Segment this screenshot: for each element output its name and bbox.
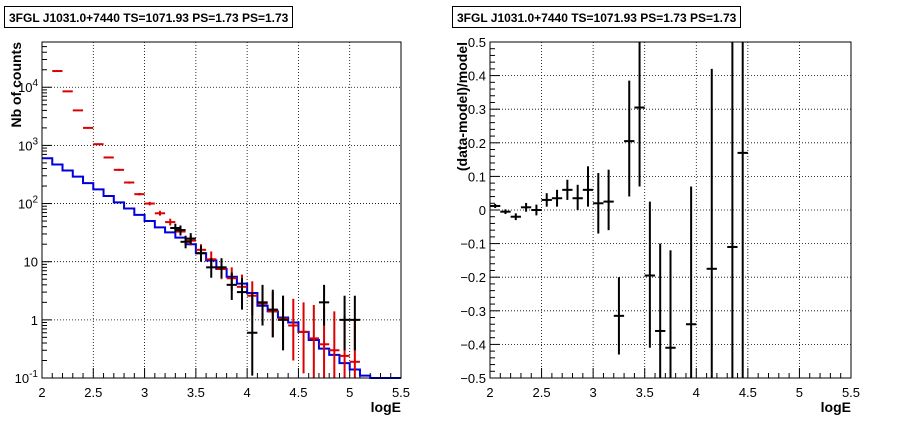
residual-point	[541, 193, 552, 207]
right-y-axis-title: (data-model)/model	[454, 42, 470, 171]
data-point	[257, 284, 268, 326]
left-x-tick-label: 4	[244, 385, 251, 400]
right-x-tick-label: 4	[693, 385, 700, 400]
data-point	[175, 225, 186, 235]
left-plot-frame	[41, 41, 402, 379]
right-x-tick-label: 2.5	[533, 385, 551, 400]
residual-point	[510, 213, 521, 221]
residual-point	[685, 186, 697, 378]
right-y-tick-label: −0.2	[460, 270, 486, 285]
residual-point	[531, 204, 542, 216]
right-y-tick-label: 0	[479, 203, 486, 218]
data-point	[216, 258, 227, 278]
right-y-tick-label: −0.1	[460, 237, 486, 252]
left-x-tick-label: 4.5	[289, 385, 307, 400]
red-model-point	[144, 201, 155, 206]
left-y-tick-label: 102	[18, 195, 38, 212]
left-y-tick-label: 104	[18, 78, 38, 95]
red-model-point	[124, 181, 135, 184]
right-y-tick-label: 0.1	[468, 169, 486, 184]
data-point	[339, 295, 350, 351]
red-model-point	[93, 143, 104, 146]
left-chart-title: 3FGL J1031.0+7440 TS=1071.93 PS=1.73 PS=…	[4, 6, 294, 28]
residual-point	[562, 179, 573, 200]
left-x-tick-label: 5	[346, 385, 353, 400]
left-x-tick-label: 5.5	[392, 385, 410, 400]
right-x-tick-label: 5.5	[842, 385, 860, 400]
data-point	[206, 258, 217, 278]
data-point	[185, 233, 196, 245]
residual-point	[624, 80, 635, 197]
data-point	[267, 289, 278, 338]
residual-point	[551, 189, 563, 207]
red-model-point	[72, 109, 84, 112]
red-model-point	[113, 168, 125, 171]
left-y-tick-label: 10-1	[15, 369, 39, 386]
residual-point	[613, 277, 625, 355]
left-y-tick-label: 1	[31, 313, 38, 328]
right-y-tick-label: 0.2	[468, 136, 486, 151]
right-y-tick-label: −0.5	[460, 371, 486, 386]
residual-point	[490, 203, 501, 208]
data-point	[195, 245, 207, 262]
residual-point	[572, 184, 583, 210]
left-x-tick-label: 2	[38, 385, 45, 400]
data-point	[277, 295, 289, 351]
residual-point	[520, 202, 532, 212]
residual-point	[665, 250, 676, 378]
right-y-tick-label: −0.4	[460, 337, 486, 352]
red-model-point	[52, 70, 63, 73]
data-point	[349, 295, 360, 351]
red-model-point	[134, 192, 145, 196]
left-x-axis-title: logE	[371, 399, 401, 415]
right-x-tick-label: 3.5	[636, 385, 654, 400]
right-y-tick-label: 0.5	[468, 35, 486, 50]
right-x-tick-label: 2	[486, 385, 493, 400]
right-y-tick-label: −0.3	[460, 304, 486, 319]
left-x-tick-label: 3.5	[187, 385, 205, 400]
red-model-point	[62, 90, 73, 93]
right-x-tick-label: 4.5	[739, 385, 757, 400]
residual-point	[593, 173, 604, 234]
right-plot-frame	[489, 41, 852, 379]
red-model-point	[308, 305, 319, 378]
right-x-tick-label: 3	[590, 385, 597, 400]
red-model-point	[165, 218, 176, 226]
residual-point	[737, 42, 748, 378]
right-y-tick-label: 0.4	[468, 69, 486, 84]
data-point	[236, 278, 248, 310]
red-model-point	[288, 298, 299, 361]
right-x-tick-label: 5	[796, 385, 803, 400]
residual-point	[500, 209, 511, 215]
residual-point	[727, 42, 738, 378]
left-x-tick-label: 2.5	[84, 385, 102, 400]
data-point	[318, 284, 330, 326]
left-plot-area	[42, 42, 401, 378]
data-point	[247, 292, 258, 376]
red-model-point	[154, 210, 166, 216]
right-x-axis-title: logE	[821, 399, 851, 415]
red-model-point	[298, 302, 309, 374]
left-y-tick-label: 10	[24, 255, 38, 270]
residual-point	[706, 68, 717, 378]
residual-point	[655, 243, 666, 378]
left-x-tick-label: 3	[141, 385, 148, 400]
residual-point	[603, 169, 614, 231]
right-chart-title: 3FGL J1031.0+7440 TS=1071.93 PS=1.73 PS=…	[452, 6, 742, 28]
red-model-point	[83, 126, 94, 129]
data-point	[226, 272, 237, 300]
red-model-point	[329, 311, 340, 378]
right-y-tick-label: 0.3	[468, 102, 486, 117]
left-y-tick-label: 103	[18, 136, 38, 153]
left-y-axis-title: Nb of counts	[8, 42, 24, 128]
residual-point	[644, 201, 656, 348]
residual-point	[582, 166, 594, 207]
red-model-point	[103, 156, 114, 159]
residual-point	[634, 42, 645, 187]
